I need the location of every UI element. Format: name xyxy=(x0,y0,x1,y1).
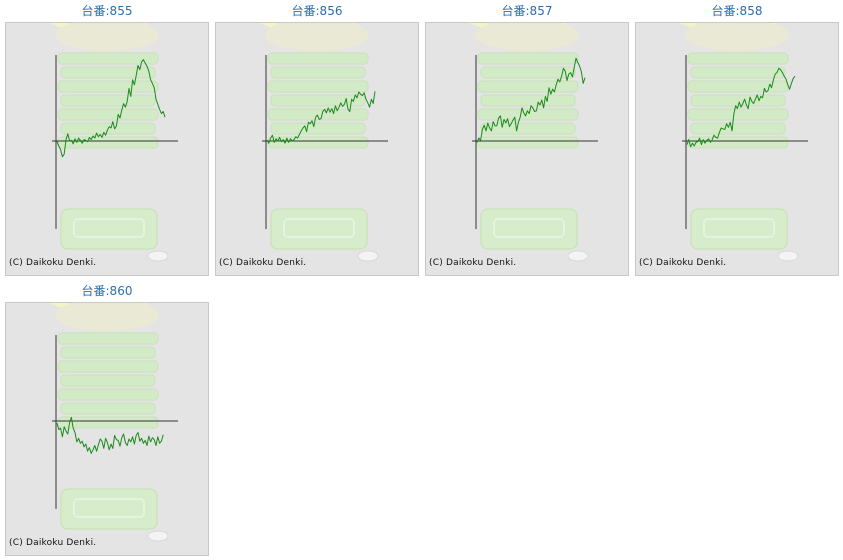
background-artwork xyxy=(468,23,589,262)
machine-card: 台番:858 (C) Daikoku Denki. xyxy=(635,2,839,278)
machine-number-link[interactable]: 台番:858 xyxy=(711,4,763,18)
slump-line xyxy=(56,416,164,454)
copyright-text: (C) Daikoku Denki. xyxy=(219,258,307,268)
slump-graph: (C) Daikoku Denki. xyxy=(425,22,629,276)
slump-graph-canvas xyxy=(678,23,808,262)
copyright-text: (C) Daikoku Denki. xyxy=(9,538,97,548)
copyright-text: (C) Daikoku Denki. xyxy=(9,258,97,268)
slump-graph-canvas xyxy=(48,303,178,542)
slump-graph: (C) Daikoku Denki. xyxy=(5,302,209,556)
machine-number-link[interactable]: 台番:857 xyxy=(501,4,553,18)
machine-number-link[interactable]: 台番:860 xyxy=(81,284,133,298)
machine-card: 台番:856 (C) Daikoku Denki. xyxy=(215,2,419,278)
machine-number-link[interactable]: 台番:855 xyxy=(81,4,133,18)
slump-graph-canvas xyxy=(258,23,388,262)
slump-line xyxy=(56,59,166,158)
slump-graph: (C) Daikoku Denki. xyxy=(5,22,209,276)
slump-graph: (C) Daikoku Denki. xyxy=(635,22,839,276)
machine-card: 台番:857 (C) Daikoku Denki. xyxy=(425,2,629,278)
slump-graph: (C) Daikoku Denki. xyxy=(215,22,419,276)
background-artwork xyxy=(678,23,799,262)
slump-line xyxy=(266,91,376,144)
background-artwork xyxy=(258,23,379,262)
machine-card: 台番:860 (C) Daikoku Denki. xyxy=(5,282,209,558)
slump-line xyxy=(686,67,796,148)
slump-graph-canvas xyxy=(48,23,178,262)
background-artwork xyxy=(48,23,169,262)
slump-graph-canvas xyxy=(468,23,598,262)
machine-card: 台番:855 (C) Daikoku Denki. xyxy=(5,2,209,278)
background-artwork xyxy=(48,303,169,542)
slump-line xyxy=(476,57,586,143)
copyright-text: (C) Daikoku Denki. xyxy=(639,258,727,268)
copyright-text: (C) Daikoku Denki. xyxy=(429,258,517,268)
machine-number-link[interactable]: 台番:856 xyxy=(291,4,343,18)
